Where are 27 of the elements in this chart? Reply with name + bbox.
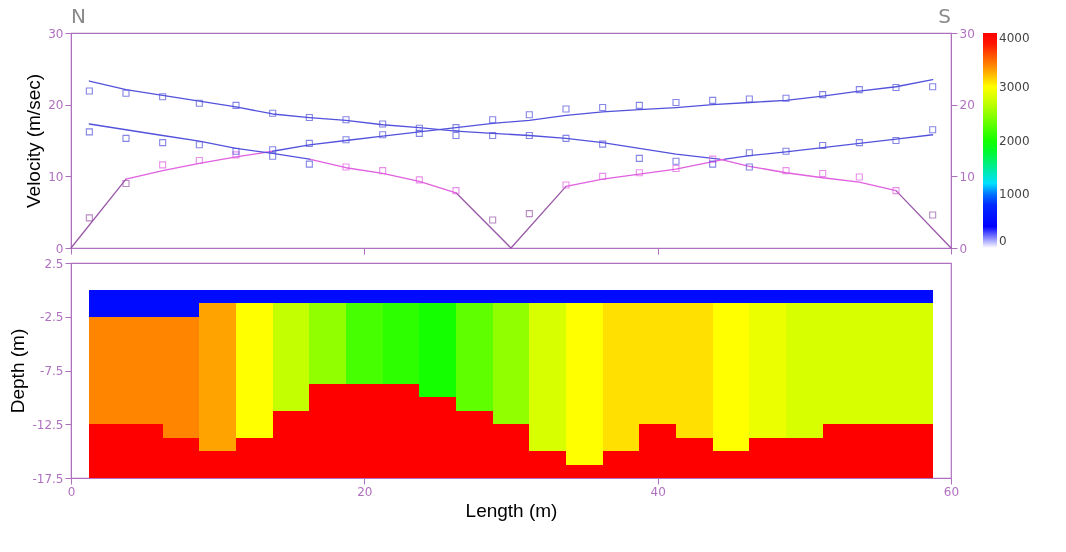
y-tick-label: 30 [48,26,64,41]
y-tick-label: -17.5 [32,471,64,486]
x-tick-label: 0 [67,484,76,499]
color-bar-label: 3000 [999,79,1030,94]
y-tick-label: 20 [48,98,64,113]
y-axis-title: Depth (m) [7,328,29,414]
color-bar-label: 2000 [999,133,1030,148]
color-bar-label: 1000 [999,187,1030,202]
y-tick-label: -12.5 [32,417,64,432]
y-tick-label: -7.5 [40,364,64,378]
y-tick-label: 10 [48,169,64,184]
x-tick-label: 60 [943,484,960,499]
text: S [938,4,951,28]
y-axis-title: Velocity (m/sec) [23,73,45,209]
text: N [71,4,86,28]
y2-tick-label: 0 [959,241,968,256]
x-axis-title: Length (m) [465,499,558,521]
y2-tick-label: 10 [959,169,975,184]
y-tick-label: -2.5 [40,310,64,325]
y-tick-label: 2.5 [44,256,64,271]
color-bar-label: 0 [999,234,1007,248]
color-bar-label: 4000 [999,31,1030,45]
y-tick-label: 0 [55,241,64,256]
y2-tick-label: 30 [959,26,975,41]
x-tick-label: 20 [357,484,373,499]
x-tick-label: 40 [650,484,666,499]
y2-tick-label: 20 [959,98,975,113]
